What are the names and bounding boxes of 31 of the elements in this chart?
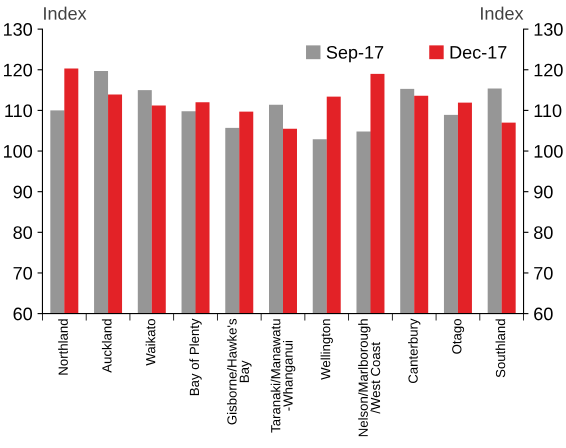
- x-tick-label: Northland: [58, 319, 68, 375]
- y2-tick-label: 60: [534, 308, 553, 320]
- x-tick-label: Otago: [452, 319, 464, 354]
- y-tick-label: 130: [4, 23, 32, 36]
- x-tick-label: Auckland: [102, 319, 112, 373]
- x-tick-label: Nelson/Marlborough /West Coast: [358, 319, 380, 436]
- y-tick-label: 110: [5, 104, 32, 118]
- y-tick-label: 120: [4, 64, 32, 76]
- y2-tick-label: 120: [534, 64, 563, 76]
- y2-tick-label: 100: [534, 144, 563, 158]
- legend-label: Sep-17: [326, 46, 384, 62]
- y-tick-label: 100: [4, 144, 32, 158]
- y2-tick-label: 90: [534, 186, 553, 198]
- y2-axis-title: Index: [481, 6, 524, 20]
- x-tick-label: Waikato: [146, 319, 156, 366]
- y-tick-label: 70: [14, 266, 32, 280]
- y2-tick-label: 110: [534, 104, 562, 118]
- legend-label: Dec-17: [450, 46, 506, 59]
- y2-tick-label: 80: [534, 226, 553, 240]
- y-tick-label: 90: [13, 186, 32, 198]
- x-tick-label: Wellington: [320, 319, 333, 380]
- y-axis-title: Index: [44, 6, 86, 20]
- y-tick-label: 60: [14, 308, 32, 320]
- y2-tick-label: 130: [534, 23, 563, 36]
- x-tick-label: Bay of Plenty: [189, 318, 202, 396]
- y-tick-label: 80: [13, 226, 32, 240]
- x-tick-label: Southland: [496, 319, 506, 378]
- y2-tick-label: 70: [534, 266, 553, 280]
- x-tick-label: Canterbury: [408, 318, 420, 384]
- x-tick-label: Taranaki/Manawatu -Whanganui: [270, 319, 296, 433]
- x-tick-label: Gisborne/Hawke's Bay: [226, 318, 252, 424]
